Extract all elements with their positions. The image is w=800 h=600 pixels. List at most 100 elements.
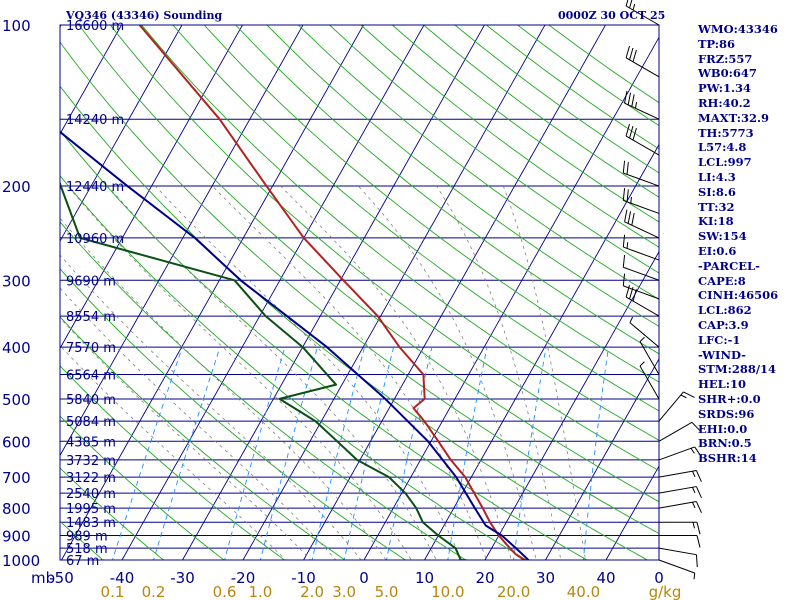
wind-barb-flag xyxy=(632,289,637,302)
isotherm-line xyxy=(60,25,304,457)
dry-adiabat-line xyxy=(60,316,346,560)
wind-barb-flag xyxy=(625,45,630,58)
wind-barb-halfflag xyxy=(630,196,632,204)
valid-time: 0000Z 30 OCT 25 xyxy=(558,9,666,22)
wind-barb-staff xyxy=(658,547,697,556)
wind-barb-flag xyxy=(622,273,626,286)
dry-adiabat-line xyxy=(60,41,659,535)
height-label: 8554 m xyxy=(66,310,116,325)
index-item: -WIND- xyxy=(698,347,746,362)
wind-barb-flag xyxy=(696,522,701,535)
isotherm-line xyxy=(484,250,659,560)
dry-adiabat-line xyxy=(266,25,659,327)
pressure-tick-label: 1000 xyxy=(2,552,40,570)
wind-barb-staff xyxy=(624,102,660,120)
wind-barb xyxy=(658,486,702,499)
index-item: CAPE:8 xyxy=(698,273,746,288)
wind-barb-flag xyxy=(625,285,630,298)
mixing-ratio-tick-label: 3.0 xyxy=(332,583,356,600)
wind-barb-staff xyxy=(658,446,695,461)
index-item: WMO:43346 xyxy=(698,22,778,36)
height-label: 1483 m xyxy=(66,516,116,531)
index-item: PW:1.34 xyxy=(698,81,752,96)
temperature-tick-label: 0 xyxy=(359,569,369,587)
wind-barb-staff xyxy=(625,135,660,156)
height-label: 12440 m xyxy=(66,180,124,195)
wind-barb-staff xyxy=(639,341,660,375)
wind-barb-halfflag xyxy=(693,572,696,580)
temperature-tick-label: 30 xyxy=(536,569,555,587)
wind-barb-halfflag xyxy=(626,242,629,249)
dry-adiabat-line xyxy=(360,25,659,248)
dry-adiabat-line xyxy=(297,25,659,300)
wind-barb-flag xyxy=(625,123,630,137)
wind-barb xyxy=(658,559,696,580)
dry-adiabat-line xyxy=(109,25,659,472)
index-item: SHR+:0.0 xyxy=(698,391,761,406)
wind-barb-staff xyxy=(623,266,660,281)
wind-barb xyxy=(622,273,660,300)
index-item: L57:4.8 xyxy=(698,140,747,155)
dry-adiabat-line xyxy=(60,268,407,560)
wind-barb-flag xyxy=(627,211,632,224)
mixing-ratio-tick-label: 40.0 xyxy=(567,583,600,600)
height-label: 9690 m xyxy=(66,274,116,289)
wind-barb xyxy=(622,234,660,261)
wind-barb xyxy=(625,0,660,26)
moist-adiabat-line xyxy=(67,185,412,560)
station-title: VQ346 (43346) Sounding xyxy=(66,9,223,22)
dry-adiabat-line xyxy=(60,467,165,560)
plot-frame xyxy=(59,24,660,561)
index-item: LCL:997 xyxy=(698,155,752,170)
wind-barb-flag xyxy=(624,90,628,104)
index-item: KI:18 xyxy=(698,214,734,229)
wind-barb-flag xyxy=(683,391,695,398)
wind-barb-staff xyxy=(658,486,697,494)
mixing-ratio-line xyxy=(224,346,286,560)
pressure-tick-label: 700 xyxy=(2,469,31,487)
dry-adiabat-line xyxy=(60,365,286,560)
temperature-tick-label: -30 xyxy=(170,569,195,587)
wind-barb-staff xyxy=(623,199,660,214)
isotherm-line xyxy=(363,36,659,560)
wind-barb xyxy=(629,316,660,348)
wind-barb-flag xyxy=(694,446,703,458)
height-label: 4385 m xyxy=(66,435,116,450)
index-item: EI:0.6 xyxy=(698,243,737,258)
pressure-tick-label: 600 xyxy=(2,433,31,451)
wind-barb-staff xyxy=(658,470,697,478)
moist-adiabat-line xyxy=(60,287,337,560)
wind-barb-flag xyxy=(622,254,626,268)
pressure-unit-label: mb xyxy=(31,569,55,587)
index-item: TP:86 xyxy=(698,36,736,51)
wind-barb-staff xyxy=(625,5,660,26)
wind-barb-staff xyxy=(623,246,660,261)
temperature-tick-label: 10 xyxy=(415,569,434,587)
wind-barb xyxy=(639,336,660,375)
mixing-ratio-tick-label: 1.0 xyxy=(248,583,272,600)
mixing-ratio-tick-label: 0.2 xyxy=(142,583,166,600)
temperature-tick-label: -50 xyxy=(49,569,74,587)
isotherm-line xyxy=(303,25,606,560)
wind-barb-staff xyxy=(658,391,684,422)
index-item: TT:32 xyxy=(698,199,735,214)
wind-barb-halfflag xyxy=(634,102,638,109)
wind-barb xyxy=(658,547,698,568)
wind-barb-flag xyxy=(631,94,635,107)
wind-barb xyxy=(622,160,660,187)
wind-barb-staff xyxy=(623,172,660,187)
isotherm-line xyxy=(242,25,546,560)
wind-barb-staff xyxy=(639,365,660,400)
index-item: BRN:0.5 xyxy=(698,436,752,451)
moist-adiabat-line xyxy=(107,185,437,560)
index-item: TH:5773 xyxy=(698,125,754,140)
height-label: 3732 m xyxy=(66,454,116,469)
parcel-line xyxy=(60,130,530,560)
wind-barb-halfflag xyxy=(639,336,645,342)
wind-barb-flag xyxy=(695,554,698,568)
height-label: 989 m xyxy=(66,530,108,545)
index-item: WB0:647 xyxy=(698,66,757,81)
wind-barb-halfflag xyxy=(692,471,696,478)
wind-barb-flag xyxy=(626,189,629,202)
